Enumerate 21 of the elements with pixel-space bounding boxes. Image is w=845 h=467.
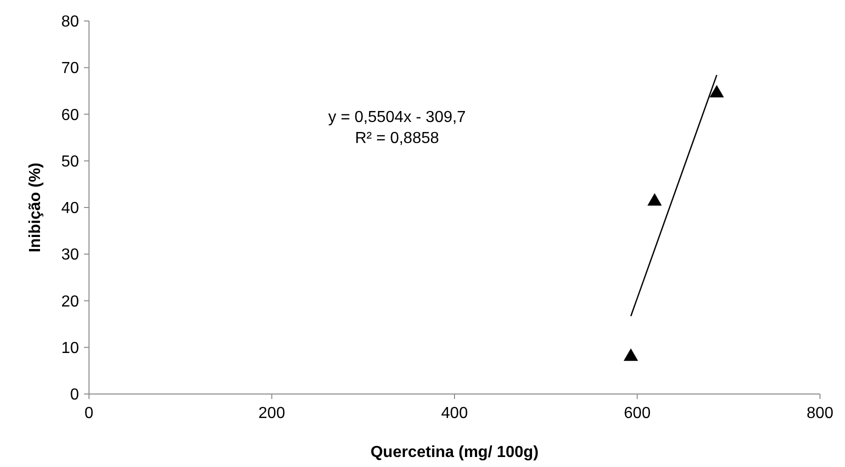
y-axis-title: Inibição (%) xyxy=(27,162,44,252)
y-tick-label: 50 xyxy=(61,153,80,170)
y-tick-label: 40 xyxy=(61,200,80,218)
point xyxy=(710,84,724,98)
y-tick-label: 10 xyxy=(61,340,80,357)
x-tick-label: 600 xyxy=(624,405,651,422)
x-axis-title: Quercetina (mg/ 100g) xyxy=(370,444,539,461)
annotation: R² = 0,8858 xyxy=(354,130,440,147)
x-tick-label: 200 xyxy=(258,405,286,422)
point xyxy=(624,348,638,361)
y-tick-label: 80 xyxy=(61,14,80,31)
y-tick-label: 20 xyxy=(61,293,80,310)
x-tick-label: 800 xyxy=(806,405,834,422)
y-tick-label: 60 xyxy=(61,106,80,124)
x-tick-label: 0 xyxy=(84,405,94,422)
y-tick-label: 30 xyxy=(61,246,80,264)
annotation: y = 0,5504x - 309,7 xyxy=(328,109,466,126)
x-tick-label: 400 xyxy=(441,405,468,422)
point xyxy=(647,193,662,206)
y-tick-label: 0 xyxy=(70,386,80,404)
y-tick-label: 70 xyxy=(61,60,80,78)
